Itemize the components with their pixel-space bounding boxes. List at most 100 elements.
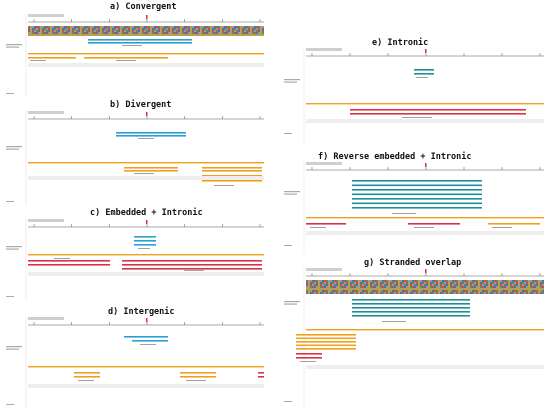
coverage-cell (42, 30, 44, 32)
coverage-cell (248, 32, 250, 34)
coverage-cell (132, 26, 134, 28)
coverage-cell (76, 32, 78, 34)
coverage-cell (516, 288, 518, 290)
coverage-cell (472, 290, 474, 292)
track-label-line (6, 46, 19, 48)
coverage-cell (308, 288, 310, 290)
coverage-cell (396, 292, 398, 294)
coverage-cell (454, 284, 456, 286)
coverage-cell (188, 26, 190, 28)
coverage-cell (250, 28, 252, 30)
coverage-cell (476, 288, 478, 290)
coverage-cell (470, 280, 472, 282)
feature-bar (134, 236, 156, 238)
coverage-cell (62, 28, 64, 30)
coverage-cell (164, 28, 166, 30)
coverage-cell (232, 28, 234, 30)
coverage-cell (52, 30, 54, 32)
coverage-cell (218, 30, 220, 32)
coverage-cell (34, 32, 36, 34)
coverage-cell (452, 292, 454, 294)
coverage-cell (450, 280, 452, 282)
coverage-cell (358, 288, 360, 290)
coverage-cell (526, 290, 528, 292)
coverage-cell (102, 32, 104, 34)
coverage-cell (382, 290, 384, 292)
coverage-cell (388, 280, 390, 282)
coverage-cell (356, 288, 358, 290)
coverage-cell (70, 26, 72, 28)
coverage-cell (488, 284, 490, 286)
coverage-cell (334, 288, 336, 290)
coverage-cell (240, 28, 242, 30)
feature-bar (202, 180, 262, 182)
coverage-cell (332, 286, 334, 288)
coverage-cell (446, 282, 448, 284)
coverage-cell (494, 280, 496, 282)
coverage-cell (458, 290, 460, 292)
coverage-cell (306, 280, 308, 282)
coverage-cell (422, 282, 424, 284)
coverage-cell (488, 282, 490, 284)
coverage-cell (334, 282, 336, 284)
coverage-cell (498, 286, 500, 288)
coverage-cell (478, 286, 480, 288)
coverage-cell (172, 26, 174, 28)
coverage-cell (116, 34, 118, 36)
coverage-cell (262, 28, 264, 30)
coverage-cell (120, 32, 122, 34)
coverage-cell (474, 286, 476, 288)
coverage-cell (132, 34, 134, 36)
coverage-cell (440, 288, 442, 290)
coverage-cell (104, 32, 106, 34)
coverage-cell (332, 280, 334, 282)
coverage-cell (320, 280, 322, 282)
coverage-cell (438, 288, 440, 290)
coverage-cell (160, 28, 162, 30)
coverage-cell (164, 26, 166, 28)
coverage-cell (32, 28, 34, 30)
coverage-cell (180, 30, 182, 32)
coverage-cell (466, 288, 468, 290)
track-label-line (284, 193, 297, 195)
coverage-cell (356, 290, 358, 292)
coverage-cell (374, 292, 376, 294)
coverage-cell (324, 280, 326, 282)
feature-bar (296, 341, 356, 343)
coverage-cell (398, 286, 400, 288)
coverage-cell (230, 30, 232, 32)
coverage-cell (486, 292, 488, 294)
coverage-cell (50, 28, 52, 30)
coverage-cell (488, 280, 490, 282)
coverage-cell (354, 284, 356, 286)
coverage-cell (102, 26, 104, 28)
coverage-cell (36, 34, 38, 36)
coverage-cell (342, 280, 344, 282)
feature-label (310, 227, 326, 228)
coverage-cell (190, 34, 192, 36)
coverage-cell (486, 288, 488, 290)
feature-bar (414, 69, 434, 71)
coverage-cell (122, 26, 124, 28)
panel-title-a: a) Convergent (110, 2, 177, 12)
coverage-cell (306, 290, 308, 292)
coverage-cell (500, 288, 502, 290)
coverage-cell (42, 28, 44, 30)
coverage-cell (154, 26, 156, 28)
coverage-cell (108, 30, 110, 32)
coverage-cell (420, 282, 422, 284)
coverage-cell (152, 32, 154, 34)
coverage-cell (78, 30, 80, 32)
coverage-cell (510, 282, 512, 284)
feature-bar (296, 353, 322, 355)
coverage-cell (416, 290, 418, 292)
coverage-cell (384, 288, 386, 290)
coverage-cell (220, 30, 222, 32)
coverage-cell (234, 34, 236, 36)
coverage-cell (358, 290, 360, 292)
coverage-cell (54, 28, 56, 30)
coverage-cell (56, 30, 58, 32)
coverage-cell (466, 292, 468, 294)
coverage-cell (422, 292, 424, 294)
coverage-cell (198, 28, 200, 30)
